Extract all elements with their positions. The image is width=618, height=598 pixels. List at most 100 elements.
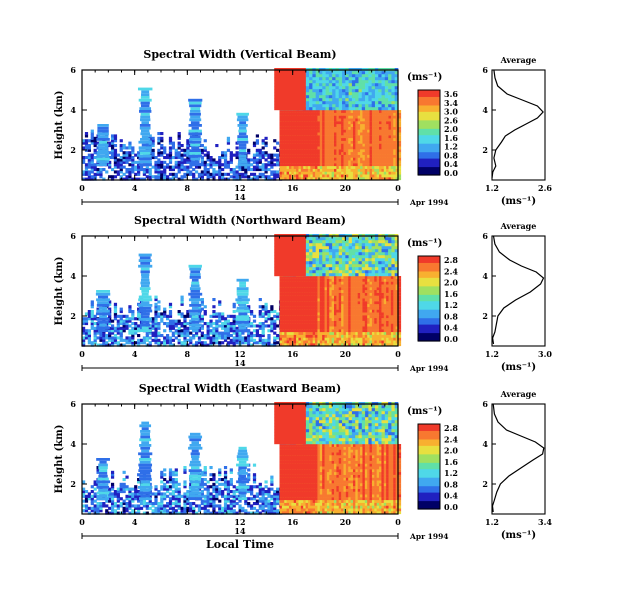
heatmap-cell [386,332,390,335]
heatmap-cell [348,157,352,161]
heatmap-cell [291,171,295,175]
heatmap-cell [186,165,190,169]
heatmap-cell [376,292,380,296]
heatmap-cell [350,334,354,338]
heatmap-cell [312,177,316,181]
heatmap-cell [322,110,326,113]
heatmap-cell [381,138,385,141]
heatmap-cell [168,336,173,340]
heatmap-cell [362,146,366,150]
heatmap-cell [338,101,343,105]
heatmap-cell [307,315,312,319]
heatmap-cell [329,292,333,296]
heatmap-cell [326,163,330,167]
heatmap-cell [362,171,366,175]
heatmap-cell [312,160,316,164]
heatmap-cell [324,309,328,313]
heatmap-cell [322,92,326,96]
heatmap-cell [341,126,345,130]
heatmap-cell [190,295,200,299]
heatmap-cell [371,334,376,338]
heatmap-cell [393,343,397,347]
heatmap-cell [276,156,280,160]
heatmap-cell [348,301,352,305]
heatmap-cell [352,163,357,167]
heatmap-cell [325,83,330,87]
heatmap-cell [215,172,219,176]
heatmap-cell [232,310,236,314]
heatmap-cell [324,292,328,296]
heatmap-cell [168,326,173,330]
heatmap-cell [348,115,352,119]
heatmap-cell [189,312,201,316]
heatmap-cell [192,334,196,338]
heatmap-cell [286,312,290,316]
heatmap-cell [279,146,283,150]
heatmap-cell [355,276,359,279]
heatmap-cell [183,158,187,162]
heatmap-cell [138,309,153,313]
heatmap-cell [300,329,304,333]
heatmap-cell [93,331,97,335]
heatmap-cell [315,157,319,161]
heatmap-cell [317,174,321,178]
heatmap-cell [345,177,349,181]
heatmap-cell [286,278,290,282]
heatmap-cell [305,160,309,164]
heatmap-cell [273,322,277,326]
heatmap-cell [200,326,204,330]
heatmap-cell [305,77,310,81]
heatmap-cell [360,135,364,139]
heatmap-cell [367,323,371,327]
xtick-label: 8 [185,183,191,193]
heatmap-cell [180,153,184,157]
heatmap-cell [386,306,390,310]
heatmap-cell [364,337,368,341]
heatmap-cell [286,115,290,119]
heatmap-cell [324,168,328,172]
heatmap-cell [236,315,250,318]
heatmap-cell [190,326,200,330]
heatmap-cell [90,343,94,347]
heatmap-cell [307,323,312,327]
heatmap-cell [322,143,326,147]
heatmap-cell [367,168,371,172]
heatmap-cell [348,290,352,293]
heatmap-cell [336,118,340,122]
heatmap-cell [286,281,290,285]
heatmap-cell [113,165,118,169]
heatmap-cell [388,115,392,119]
heatmap-cell [113,314,118,318]
heatmap-cell [110,153,115,157]
heatmap-cell [386,298,390,302]
heatmap-cell [379,337,383,341]
heatmap-cell [317,112,321,116]
heatmap-cell [312,138,316,141]
heatmap-cell [232,319,236,323]
heatmap-cell [84,317,89,321]
heatmap-cell [131,168,135,172]
heatmap-cell [369,146,373,150]
heatmap-cell [236,301,249,304]
heatmap-cell [93,139,97,143]
heatmap-cell [331,329,335,333]
heatmap-cell [305,273,310,277]
heatmap-cell [395,320,399,324]
heatmap-cell [331,163,335,167]
heatmap-cell [261,156,265,160]
heatmap-cell [90,324,94,328]
heatmap-cell [388,174,392,178]
heatmap-cell [131,163,135,167]
heatmap-cell [305,287,309,291]
heatmap-cell [166,336,170,340]
heatmap-cell [386,118,390,122]
heatmap-cell [379,304,383,307]
heatmap-cell [312,261,317,265]
heatmap-cell [122,151,126,155]
heatmap-cell [315,149,319,153]
heatmap-cell [376,110,380,113]
heatmap-cell [298,326,302,330]
heatmap-cell [267,324,271,328]
heatmap-cell [180,334,184,338]
heatmap-cell [319,284,323,288]
